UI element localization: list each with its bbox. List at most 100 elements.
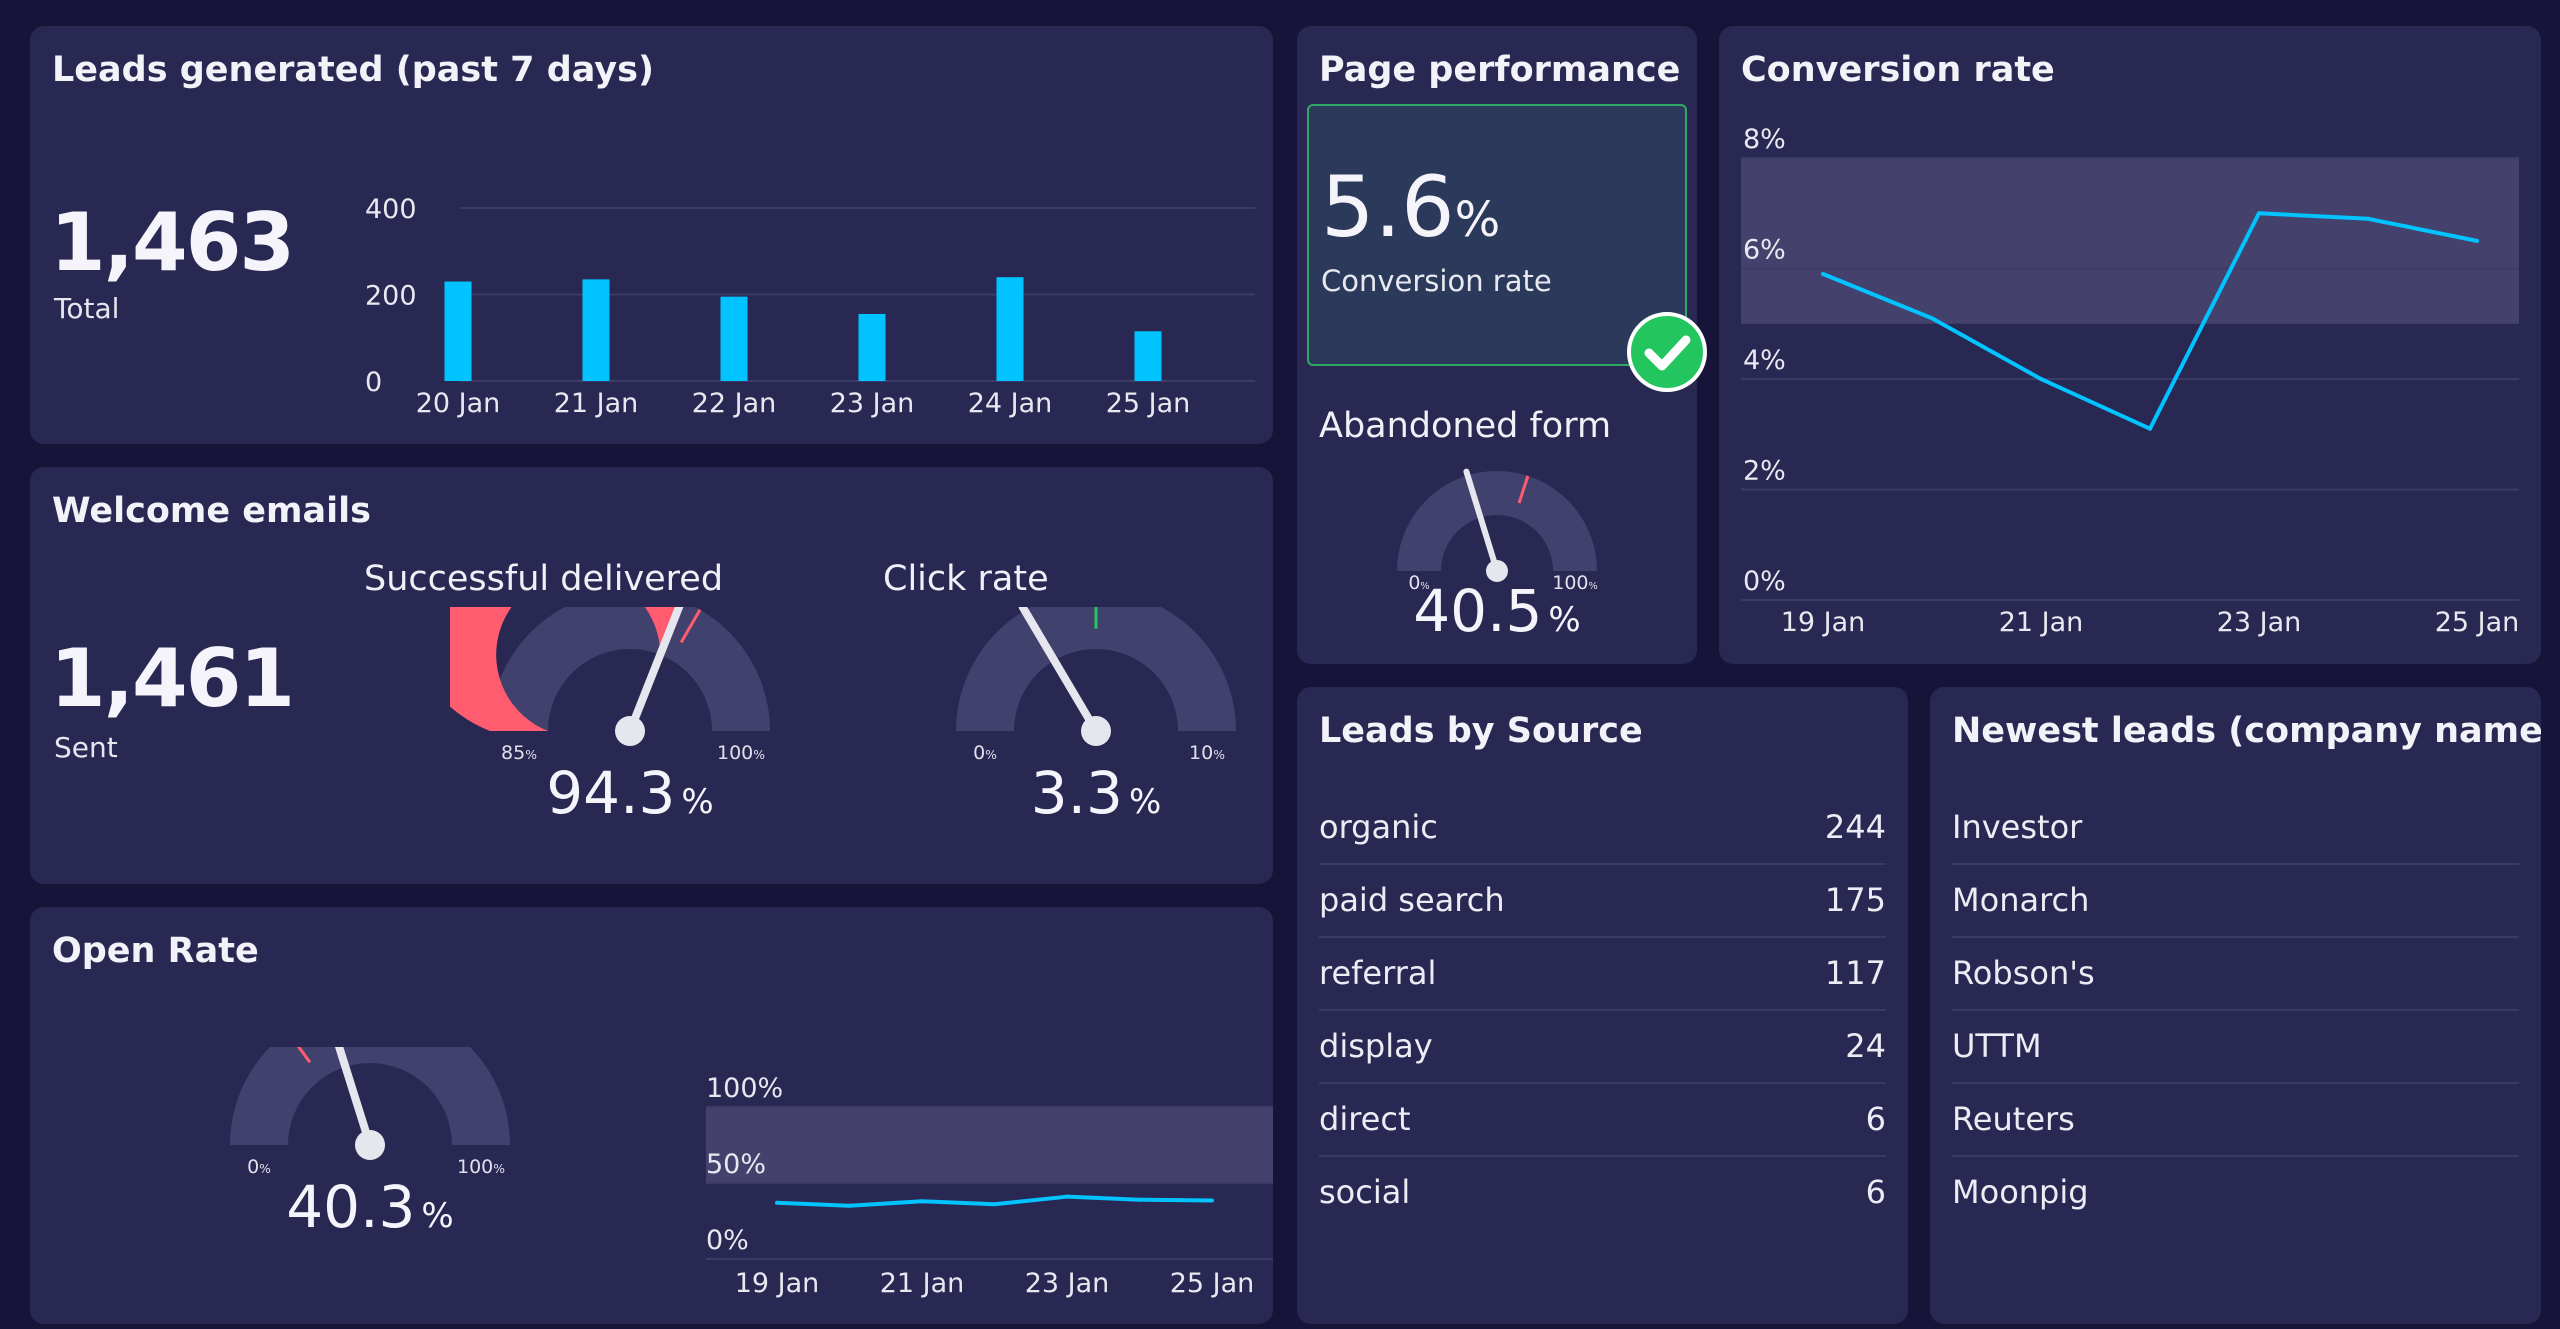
gauge-max-number: 100 [1552,572,1588,594]
data-point [2257,211,2261,216]
source-count: 175 [1824,881,1886,919]
y-tick-label: 2% [1743,456,1786,487]
gauge-value: 40.3% [286,1173,453,1241]
lead-row[interactable]: Robson's [1952,938,2519,1011]
gauge-track [1397,471,1597,571]
y-tick-label: 0 [365,367,382,398]
open-rate-line-chart: 0% 50% 100% 19 Jan 21 Jan 23 Jan 25 Jan [706,1073,1273,1299]
emails-sent-value: 1,461 [50,632,295,725]
source-row: display 24 [1319,1011,1886,1084]
check-circle-icon [1627,312,1707,392]
gauge-max-number: 100 [457,1156,493,1178]
conversion-kpi-unit: % [1454,192,1501,248]
data-point [2366,216,2370,221]
bar [858,313,886,381]
source-row: organic 244 [1319,792,1886,865]
gauge-min-number: 0 [1408,572,1420,594]
y-tick-label: 8% [1743,124,1786,155]
source-count: 244 [1824,808,1886,846]
data-point [1821,272,1825,277]
gauge-max-number: 10 [1189,742,1213,764]
gauge-max-label: 100% [1552,572,1598,594]
gauge-track [490,607,770,731]
data-point [775,1200,779,1205]
lead-row[interactable]: Reuters [1952,1084,2519,1157]
gauge-value-number: 40.5 [1413,577,1542,645]
gauge-hub [355,1130,385,1160]
page-performance-title: Page performance [1319,50,1681,90]
x-tick-label: 25 Jan [2435,607,2520,638]
gauge-threshold-marker [296,1047,312,1064]
gauge-min-unit: % [1420,581,1429,592]
welcome-emails-panel: Welcome emails 1,461 Sent Successful del… [30,467,1273,884]
gauge-min-label: 0% [973,742,997,764]
gauge-min-label: 0% [247,1156,271,1178]
source-name: direct [1319,1100,1411,1138]
gauge-threshold-marker [1517,475,1530,504]
gauge-track [956,607,1236,731]
source-count: 117 [1824,954,1886,992]
gauge-needle [1463,468,1500,574]
lead-company-name: Investor [1952,808,2083,846]
bar [996,277,1024,381]
gauge-max-unit: % [493,1162,505,1176]
source-count: 6 [1865,1173,1886,1211]
lead-row[interactable]: Investor [1952,792,2519,865]
gauge-needle [626,607,684,735]
y-tick-label: 0% [706,1225,749,1256]
lead-row[interactable]: UTTM [1952,1011,2519,1084]
conversion-rate-title: Conversion rate [1741,50,2055,90]
source-name: organic [1319,808,1438,846]
gauge-max-unit: % [1213,748,1225,762]
gauge-max-label: 100% [457,1156,505,1178]
x-tick-label: 21 Jan [554,388,639,419]
check-mark-icon [1644,335,1691,371]
x-tick-label: 25 Jan [1170,1268,1255,1299]
data-point [1065,1194,1069,1199]
x-tick-label: 23 Jan [2217,607,2302,638]
y-tick-label: 0% [1743,566,1786,597]
leads-generated-panel: Leads generated (past 7 days) 1,463 Tota… [30,26,1273,444]
newest-leads-title: Newest leads (company name) [1952,711,2541,751]
leads-by-source-title: Leads by Source [1319,711,1643,751]
source-row: direct 6 [1319,1084,1886,1157]
lead-company-name: Moonpig [1952,1173,2089,1211]
bar [720,296,748,381]
source-row: social 6 [1319,1157,1886,1230]
gauge-needle [334,1047,374,1149]
x-tick-label: 20 Jan [416,388,501,419]
data-point [992,1202,997,1207]
gauge-min-unit: % [525,748,537,762]
gauge-max-label: 10% [1189,742,1225,764]
gauge-max-label: 100% [717,742,765,764]
gauge-min-number: 0 [247,1156,259,1178]
source-name: social [1319,1173,1411,1211]
lead-company-name: Robson's [1952,954,2095,992]
gauge-threshold-marker [679,609,702,644]
gauge-max-unit: % [1589,581,1598,592]
source-name: display [1319,1027,1433,1065]
gauge-needle [1018,607,1100,735]
y-tick-label: 400 [365,194,417,225]
source-row: referral 117 [1319,938,1886,1011]
delivered-gauge: 85% 100%94.3% [450,607,770,827]
conversion-kpi-value: 5.6% [1321,158,1500,256]
conversion-kpi-number: 5.6 [1321,158,1455,256]
target-band [1741,158,2519,324]
lead-row[interactable]: Monarch [1952,865,2519,938]
conversion-line-chart: 0% 2% 4% 6% 8% 19 Jan 21 Jan 23 Jan 25 Jan [1741,124,2520,638]
gauge-fill [450,607,680,731]
gauge-value-unit: % [1548,600,1580,640]
lead-company-name: Monarch [1952,881,2090,919]
x-tick-label: 23 Jan [830,388,915,419]
x-tick-label: 19 Jan [1781,607,1866,638]
data-point [1210,1198,1214,1203]
lead-row[interactable]: Moonpig [1952,1157,2519,1230]
emails-sent-label: Sent [54,731,118,764]
source-row: paid search 175 [1319,865,1886,938]
lead-company-name: Reuters [1952,1100,2075,1138]
gauge-hub [1081,716,1111,746]
gauge-min-number: 85 [501,742,525,764]
leads-total-value: 1,463 [50,196,295,289]
data-point [1137,1197,1142,1202]
